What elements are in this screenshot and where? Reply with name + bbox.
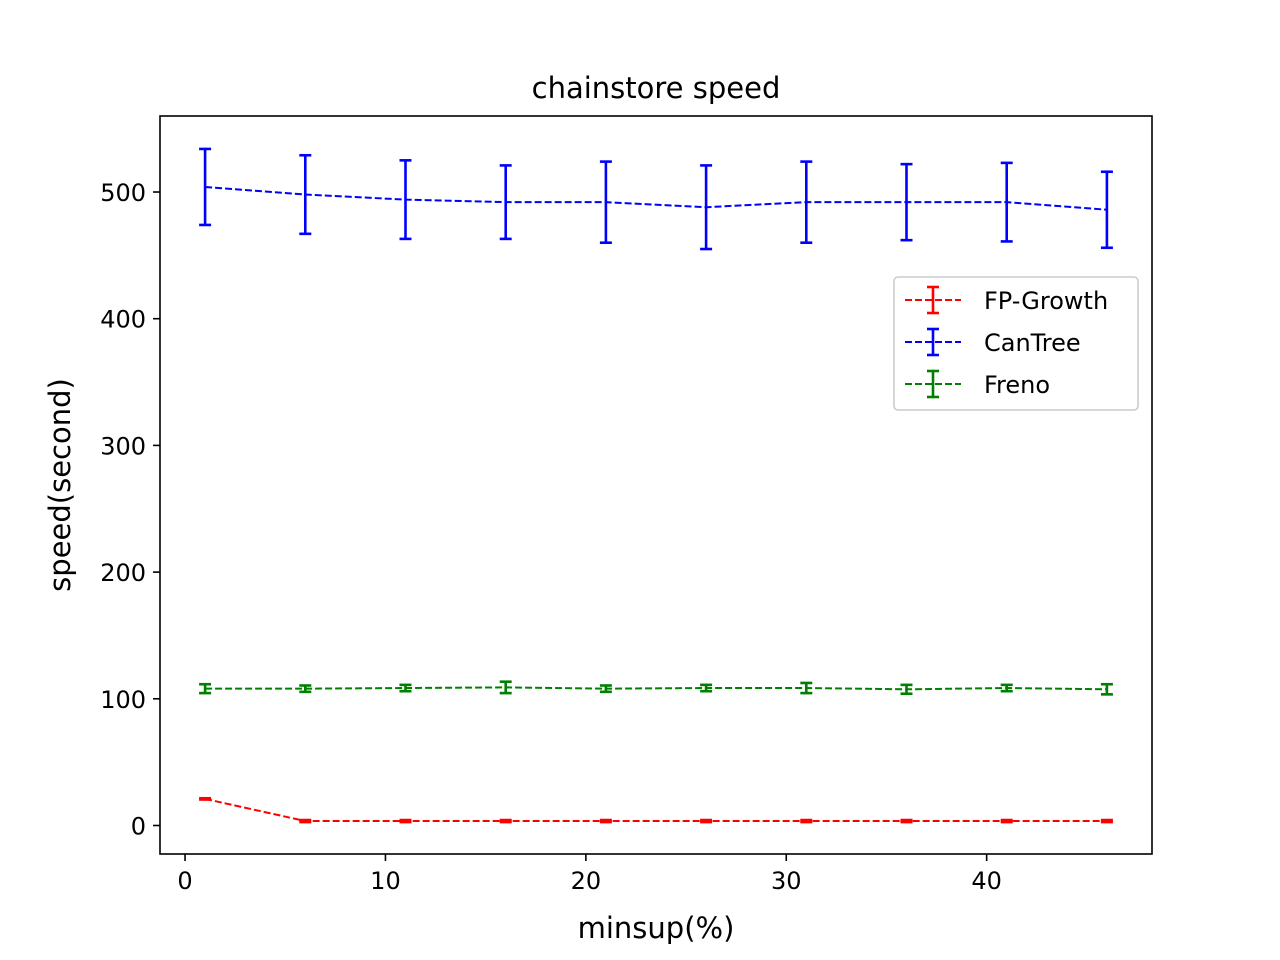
error-bar-cantree	[299, 153, 312, 236]
y-axis: 0 100 200 300 400 500	[100, 179, 160, 840]
error-bar-cantree	[599, 160, 612, 244]
legend-label: Freno	[984, 371, 1050, 399]
error-bar-fp-growth	[1000, 818, 1013, 824]
error-bar-freno	[499, 680, 512, 695]
error-bar-cantree	[199, 147, 212, 227]
legend-entry-cantree: CanTree	[905, 327, 1081, 357]
series-layer	[199, 147, 1113, 824]
error-bar-cantree	[1000, 161, 1013, 243]
chart-title: chainstore speed	[532, 71, 781, 105]
error-bar-freno	[299, 684, 312, 694]
series-cantree	[199, 147, 1113, 251]
x-tick-label: 20	[571, 867, 602, 895]
error-bar-freno	[800, 681, 813, 695]
error-bar-fp-growth	[499, 818, 512, 824]
legend-entry-fp-growth: FP-Growth	[905, 285, 1108, 315]
x-axis-label: minsup(%)	[578, 911, 735, 945]
error-bar-cantree	[1100, 170, 1113, 250]
error-bar-freno	[1000, 683, 1013, 693]
error-bar-fp-growth	[1100, 818, 1113, 824]
series-freno	[199, 680, 1113, 696]
x-tick-label: 40	[971, 867, 1002, 895]
y-tick-label: 300	[100, 432, 146, 460]
error-bar-freno	[399, 683, 412, 693]
legend-frame	[893, 276, 1139, 411]
error-bar-cantree	[700, 164, 713, 251]
error-bar-cantree	[900, 162, 913, 242]
legend-label: FP-Growth	[984, 287, 1108, 315]
y-tick-label: 400	[100, 306, 146, 334]
error-bar-fp-growth	[299, 818, 312, 824]
x-tick-label: 30	[771, 867, 802, 895]
series-line-fp-growth	[204, 797, 1107, 823]
legend-entry-freno: Freno	[905, 369, 1050, 399]
error-bar-fp-growth	[399, 818, 412, 824]
error-bar-cantree	[499, 164, 512, 241]
error-bar-cantree	[800, 160, 813, 244]
y-tick-label: 100	[100, 686, 146, 714]
series-line-cantree	[205, 185, 1107, 211]
y-tick-label: 200	[100, 559, 146, 587]
plot-area-frame	[159, 115, 1153, 855]
error-bar-fp-growth	[599, 818, 612, 824]
legend: FP-Growth CanTree Freno	[893, 276, 1139, 411]
error-bar-fp-growth	[800, 818, 813, 824]
error-bar-freno	[599, 684, 612, 694]
legend-label: CanTree	[984, 329, 1081, 357]
series-fp-growth	[199, 796, 1113, 824]
series-line-freno	[205, 686, 1107, 691]
error-bar-cantree	[399, 159, 412, 241]
error-bar-fp-growth	[199, 796, 212, 801]
y-tick-label: 0	[131, 812, 146, 840]
error-bar-freno	[900, 683, 913, 696]
x-tick-label: 10	[370, 867, 401, 895]
error-bar-freno	[199, 682, 212, 695]
y-axis-label: speed(second)	[43, 378, 77, 592]
x-axis: 0 10 20 30 40	[177, 854, 1002, 895]
x-tick-label: 0	[177, 867, 192, 895]
error-bar-freno	[700, 683, 713, 693]
error-bar-freno	[1100, 682, 1113, 696]
y-tick-label: 500	[100, 179, 146, 207]
error-bar-fp-growth	[900, 818, 913, 824]
error-bar-fp-growth	[700, 818, 713, 824]
